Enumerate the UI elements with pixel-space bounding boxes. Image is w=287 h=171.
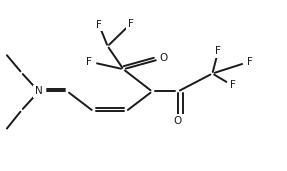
Text: F: F: [96, 20, 102, 30]
Text: N: N: [35, 87, 43, 96]
Text: F: F: [230, 81, 235, 90]
Text: F: F: [86, 57, 92, 67]
Text: F: F: [247, 57, 253, 67]
Text: O: O: [160, 53, 168, 63]
Text: F: F: [128, 19, 133, 29]
Text: O: O: [174, 116, 182, 126]
Text: F: F: [215, 46, 221, 56]
